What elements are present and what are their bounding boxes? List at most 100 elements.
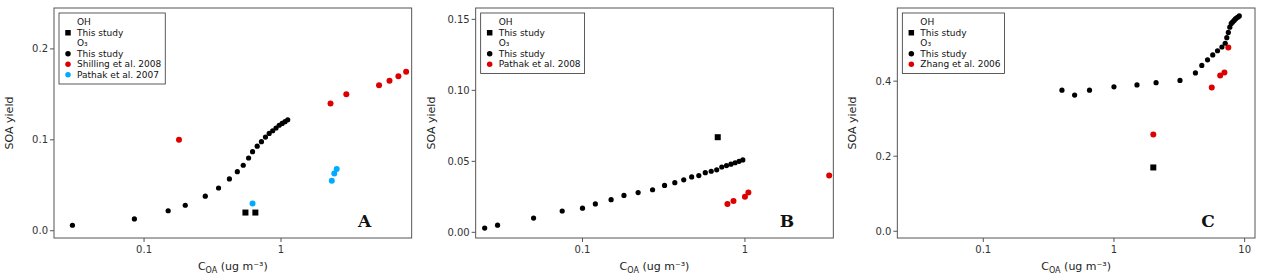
legend-marker: [487, 30, 493, 36]
point: [252, 210, 258, 216]
point: [241, 163, 246, 168]
panel-label: A: [357, 211, 372, 231]
point: [714, 167, 719, 172]
point: [166, 208, 171, 213]
legend-label: Zhang et al. 2006: [920, 59, 1001, 69]
point: [745, 190, 751, 196]
point: [235, 169, 240, 174]
point: [1087, 88, 1092, 93]
point: [1210, 52, 1215, 57]
point: [1059, 88, 1064, 93]
point: [715, 134, 721, 140]
x-axis-label: COA (ug m⁻³): [620, 260, 690, 275]
point: [1221, 70, 1227, 76]
plot-frame: [476, 8, 834, 238]
y-tick: [472, 232, 476, 233]
point: [285, 117, 290, 122]
x-tick: [144, 238, 145, 242]
point: [703, 170, 708, 175]
x-tick-label: 0.1: [575, 244, 591, 255]
legend-marker: [65, 62, 71, 68]
point: [242, 210, 248, 216]
point: [1111, 84, 1116, 89]
point: [621, 193, 626, 198]
y-tick: [472, 161, 476, 162]
point: [1205, 57, 1210, 62]
point: [403, 69, 409, 75]
panel: 0.110.000.050.100.15COA (ug m⁻³)SOA yiel…: [425, 8, 834, 275]
marks: [482, 134, 832, 230]
point: [730, 198, 736, 204]
y-tick: [893, 81, 897, 82]
point: [1153, 80, 1158, 85]
legend-group-title: OH: [920, 17, 934, 27]
point: [328, 100, 334, 106]
point: [183, 203, 188, 208]
y-tick-label: 0.1: [32, 134, 48, 145]
point: [132, 216, 137, 221]
legend-marker: [65, 72, 71, 78]
point: [696, 173, 701, 178]
x-tick-label: 1: [742, 244, 748, 255]
x-tick: [1244, 238, 1245, 242]
x-tick: [1113, 238, 1114, 242]
x-tick-label: 0.1: [975, 244, 991, 255]
point: [1223, 41, 1228, 46]
y-tick-label: 0.0: [32, 225, 48, 236]
y-tick-label: 0.05: [447, 156, 469, 167]
point: [1215, 48, 1220, 53]
point: [1209, 85, 1215, 91]
y-axis-label: SOA yield: [3, 97, 16, 150]
y-tick-label: 0.15: [447, 14, 469, 25]
point: [70, 223, 75, 228]
point: [826, 173, 832, 179]
point: [216, 185, 221, 190]
y-tick-label: 0.2: [875, 151, 891, 162]
legend-label: Pathak et al. 2008: [499, 59, 581, 69]
point: [203, 194, 208, 199]
y-axis-label: SOA yield: [425, 97, 438, 150]
point: [719, 164, 724, 169]
legend-label: This study: [76, 49, 124, 59]
point: [1224, 35, 1229, 40]
legend-frame: [481, 13, 585, 74]
legend-marker: [65, 30, 71, 36]
legend: OHThis studyO₃This studyPathak et al. 20…: [481, 13, 585, 74]
point: [250, 149, 255, 154]
x-axis-label: COA (ug m⁻³): [198, 260, 268, 275]
legend-marker: [487, 62, 493, 68]
point: [531, 216, 536, 221]
legend-group-title: OH: [77, 17, 91, 27]
point: [662, 183, 667, 188]
point: [1226, 30, 1231, 35]
point: [1150, 131, 1156, 137]
legend-group-title: O₃: [499, 38, 510, 48]
legend-label: Pathak et al. 2007: [77, 70, 159, 80]
legend-marker: [909, 51, 915, 57]
point: [593, 201, 598, 206]
point: [1193, 70, 1198, 75]
legend-label: This study: [919, 49, 967, 59]
figure: 0.110.00.10.2COA (ug m⁻³)SOA yieldAOHThi…: [0, 0, 1265, 278]
background: [0, 0, 1265, 278]
y-tick: [472, 19, 476, 20]
point: [740, 157, 745, 162]
legend-marker: [65, 51, 71, 57]
y-tick: [50, 230, 54, 231]
point: [1150, 164, 1156, 170]
point: [227, 176, 232, 181]
legend-marker: [909, 30, 915, 36]
y-tick-label: 0.00: [447, 227, 469, 238]
legend-label: This study: [498, 49, 546, 59]
panel: 0.11100.00.20.4COA (ug m⁻³)SOA yieldCOHT…: [846, 8, 1255, 275]
x-tick: [983, 238, 984, 242]
marks: [70, 69, 409, 228]
y-axis-label: SOA yield: [846, 97, 859, 150]
x-tick-label: 1: [278, 244, 284, 255]
point: [724, 201, 730, 207]
y-tick-label: 0.4: [875, 76, 891, 87]
legend: OHThis studyO₃This studyShilling et al. …: [59, 13, 165, 84]
x-tick-label: 0.1: [136, 244, 152, 255]
point: [259, 139, 264, 144]
y-tick-label: 0.2: [32, 43, 48, 54]
